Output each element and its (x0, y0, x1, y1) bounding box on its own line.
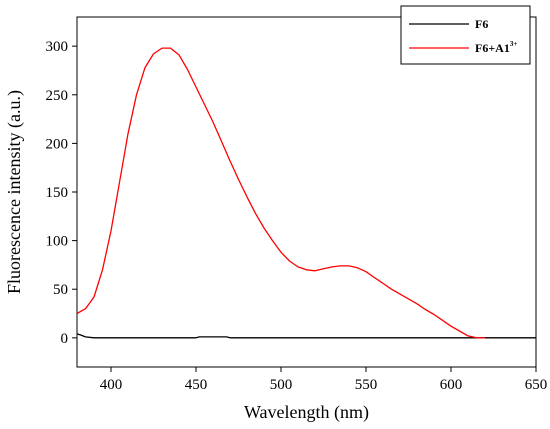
x-tick-label: 650 (525, 377, 548, 393)
legend-label-f6-al: F6+A13+ (475, 40, 517, 55)
legend-label-f6: F6 (475, 17, 488, 31)
x-tick-label: 600 (440, 377, 463, 393)
y-tick-label: 50 (53, 282, 68, 298)
x-axis-ticks: 400 450 500 550 600 650 (100, 367, 548, 393)
x-tick-label: 400 (100, 377, 123, 393)
y-axis-ticks: 0 50 100 150 200 250 300 (46, 39, 77, 347)
y-tick-label: 250 (46, 88, 69, 104)
x-tick-label: 450 (185, 377, 208, 393)
x-tick-label: 500 (270, 377, 293, 393)
x-axis-title: Wavelength (nm) (244, 402, 369, 423)
legend-box (400, 5, 531, 65)
y-tick-label: 300 (46, 39, 69, 55)
series-line-f6-al (76, 47, 485, 339)
series-layer (76, 47, 536, 339)
legend: F6 F6+A13+ (400, 5, 531, 65)
y-tick-label: 0 (61, 331, 69, 347)
y-tick-label: 100 (46, 234, 69, 250)
series-line-f6 (76, 333, 536, 339)
x-tick-label: 550 (355, 377, 378, 393)
y-axis-title: Fluorescence intensity (a.u.) (4, 90, 25, 294)
y-tick-label: 150 (46, 185, 69, 201)
legend-label-f6-al-base: F6+A1 (475, 41, 510, 55)
y-tick-label: 200 (46, 136, 69, 152)
legend-label-f6-al-sup: 3+ (510, 40, 518, 48)
plot-area (76, 16, 537, 368)
